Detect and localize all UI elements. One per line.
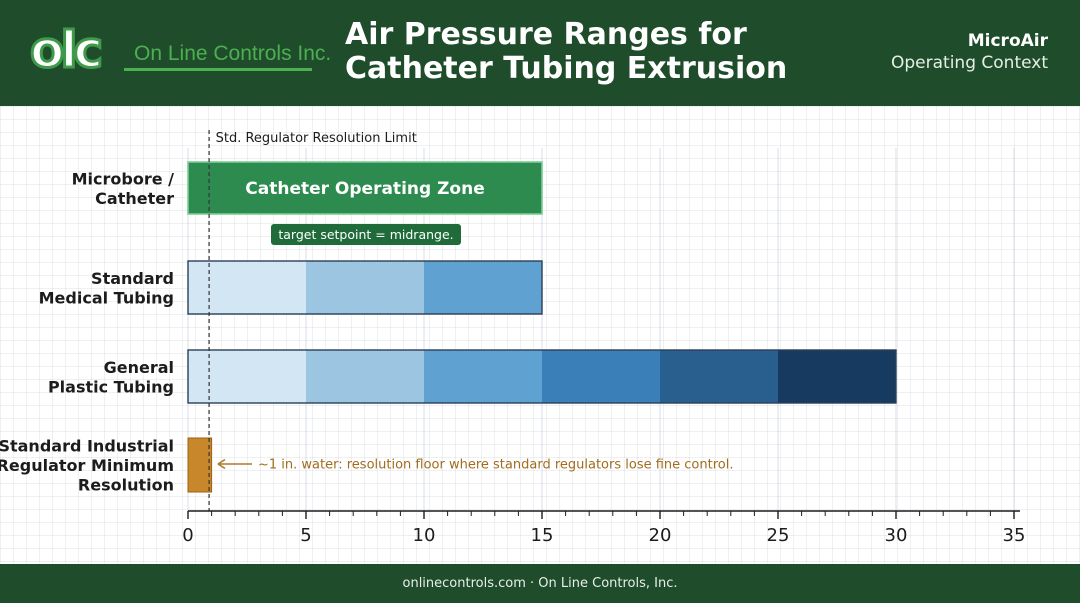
header-bar: olc On Line Controls Inc. Air Pressure R…: [0, 0, 1080, 106]
reference-line-label: Std. Regulator Resolution Limit: [216, 131, 417, 146]
bar-segment: [424, 350, 542, 403]
category-label: Standard Industrial Regulator Minimum Reso…: [0, 437, 174, 495]
footer-bar: onlinecontrols.com · On Line Controls, I…: [0, 564, 1080, 603]
x-tick-label: 10: [413, 525, 436, 546]
bar-segment: [542, 350, 660, 403]
regulator-resolution-bar: [187, 437, 213, 493]
company-logo: olc On Line Controls Inc.: [29, 21, 332, 79]
footer-text: onlinecontrols.com · On Line Controls, I…: [402, 576, 678, 591]
catheter-zone-rect: [187, 161, 543, 215]
bar-segment: [188, 261, 306, 314]
catheter-zone-bar: [187, 161, 543, 215]
catheter-zone-label: Catheter Operating Zone: [245, 179, 484, 199]
context-block: MicroAir Operating Context: [891, 30, 1048, 74]
bar-segment: [424, 261, 542, 314]
resolution-arrow-head: [217, 458, 226, 470]
category-label: Microbore / Catheter: [72, 169, 175, 208]
setpoint-annotation-pill: [271, 224, 461, 245]
title-line-2: Catheter Tubing Extrusion: [345, 51, 788, 86]
context-label: Operating Context: [891, 53, 1048, 73]
bar-segment: [778, 350, 896, 403]
x-tick-label: 0: [182, 525, 193, 546]
x-tick-label: 20: [649, 525, 672, 546]
bar-segment: [660, 350, 778, 403]
chart-area: Microbore / Catheter Standard Medical Tubin…: [0, 106, 1080, 564]
bar-segment: [306, 261, 424, 314]
bar-outline: [187, 349, 897, 404]
x-tick-label: 35: [1003, 525, 1026, 546]
x-tick-label: 30: [885, 525, 908, 546]
bar-segment: [306, 350, 424, 403]
x-tick-label: 15: [531, 525, 554, 546]
category-label: General Plastic Tubing: [48, 358, 174, 397]
pressure-range-chart: Microbore / Catheter Standard Medical Tubin…: [0, 130, 1026, 546]
logo-company-name: On Line Controls Inc.: [134, 42, 332, 65]
x-tick-label: 25: [767, 525, 790, 546]
context-product: MicroAir: [967, 31, 1048, 51]
bar-outline: [187, 260, 543, 315]
logo-underline: [124, 68, 312, 71]
bar-segment: [188, 350, 306, 403]
setpoint-annotation-text: target setpoint = midrange.: [278, 227, 453, 242]
x-tick-label: 5: [300, 525, 311, 546]
title-line-1: Air Pressure Ranges for: [345, 17, 747, 52]
page-title: Air Pressure Ranges for Catheter Tubing …: [345, 18, 825, 86]
category-label: Standard Medical Tubing: [39, 269, 174, 308]
resolution-annotation-text: ~1 in. water: resolution floor where sta…: [258, 458, 733, 473]
logo-mark: olc: [29, 21, 105, 79]
